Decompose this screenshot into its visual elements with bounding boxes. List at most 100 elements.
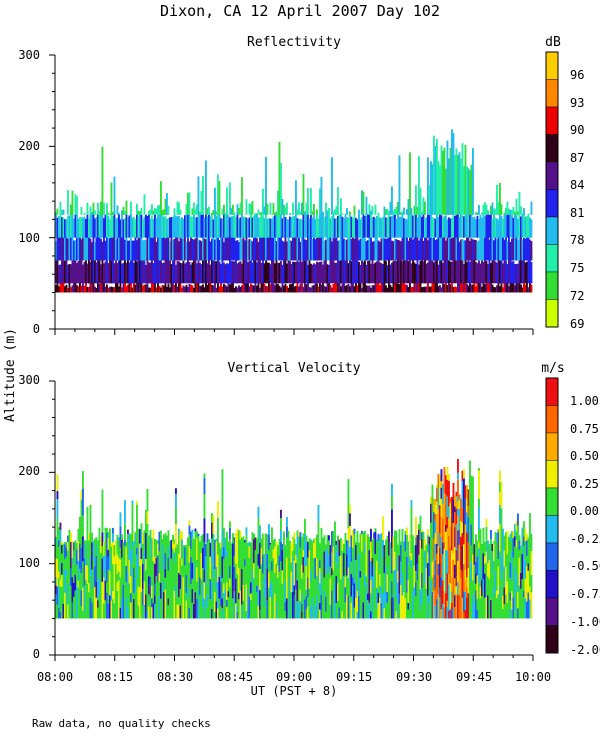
reflectivity-cell (87, 203, 89, 215)
reflectivity-cell (420, 188, 422, 215)
velocity-cell (82, 515, 84, 522)
velocity-cell (354, 529, 356, 535)
reflectivity-cell (234, 213, 236, 215)
velocity-cell (57, 491, 59, 499)
reflectivity-cell (478, 205, 480, 215)
reflectivity-cell (399, 155, 401, 215)
reflectivity-cell (81, 207, 83, 215)
velocity-cell (229, 528, 231, 539)
velocity-cell (147, 511, 149, 524)
colorbar-tick-label: 0.00 (570, 504, 599, 518)
velocity-cell (334, 522, 336, 534)
colorbar-tick-label: -0.25 (570, 532, 600, 546)
colorbar-swatch (546, 461, 558, 489)
velocity-cell (120, 512, 122, 526)
reflectivity-cell (391, 186, 393, 214)
velocity-cell (345, 533, 347, 535)
x-tick-label: 09:15 (336, 670, 372, 684)
velocity-cell (217, 527, 219, 534)
velocity-cell (486, 527, 488, 537)
velocity-cell (457, 479, 459, 496)
velocity-cell (478, 468, 480, 470)
velocity-cell (499, 470, 501, 482)
velocity-cell (349, 513, 351, 526)
colorbar-swatch (546, 626, 558, 654)
velocity-cell (531, 592, 533, 618)
colorbar-swatch (546, 245, 558, 273)
velocity-y-tick-labels: 0 100 200 300 (18, 373, 40, 661)
velocity-cell (448, 474, 450, 475)
velocity-cell (217, 501, 219, 518)
colorbar-tick-label: -0.50 (570, 559, 600, 573)
colorbar-swatch (546, 300, 558, 328)
reflectivity-cell (223, 205, 225, 215)
velocity-cell (102, 490, 104, 494)
y-tick-label: 300 (18, 373, 40, 387)
reflectivity-title: Reflectivity (247, 35, 341, 50)
colorbar-tick-label: 72 (570, 289, 584, 303)
velocity-cell (391, 496, 393, 510)
reflectivity-colorbar (546, 52, 558, 327)
reflectivity-cell (130, 202, 132, 215)
velocity-cell (246, 535, 248, 544)
velocity-cell (531, 534, 533, 543)
reflectivity-cell (403, 208, 405, 215)
velocity-cell (294, 533, 296, 540)
velocity-cell (280, 510, 282, 518)
velocity-cell (529, 513, 531, 522)
colorbar-tick-label: 87 (570, 151, 584, 165)
velocity-cell (427, 529, 429, 535)
velocity-cell (349, 505, 351, 514)
reflectivity-cell (67, 190, 69, 215)
velocity-cell (318, 522, 320, 538)
velocity-cell (82, 471, 84, 488)
velocity-cell (283, 532, 285, 534)
reflectivity-cell (531, 285, 533, 293)
reflectivity-cell (349, 212, 351, 215)
reflectivity-cell (531, 219, 533, 237)
velocity-cell (87, 508, 89, 535)
velocity-cell (375, 528, 377, 532)
velocity-cell (198, 534, 200, 537)
reflectivity-cell (126, 201, 128, 215)
colorbar-swatch (546, 52, 558, 80)
colorbar-swatch (546, 217, 558, 245)
velocity-cell (271, 527, 273, 539)
y-axis-label: Altitude (m) (3, 328, 18, 422)
reflectivity-cell (346, 208, 348, 215)
reflectivity-cell (342, 214, 344, 215)
velocity-cell (283, 533, 285, 546)
reflectivity-cell (103, 203, 105, 215)
velocity-cell (232, 533, 234, 534)
reflectivity-cell (363, 192, 365, 215)
reflectivity-heatmap (55, 129, 532, 292)
velocity-cell (82, 488, 84, 515)
velocity-cell (310, 539, 312, 541)
x-tick-label: 09:45 (456, 670, 492, 684)
colorbar-tick-label: -2.00 (570, 643, 600, 657)
reflectivity-cell (313, 204, 315, 215)
reflectivity-cell (358, 210, 360, 215)
y-tick-label: 300 (18, 48, 40, 62)
colorbar-tick-label: -0.75 (570, 587, 600, 601)
velocity-cell (531, 551, 533, 575)
velocity-cell (406, 528, 408, 535)
velocity-cell (448, 475, 450, 481)
velocity-cell (367, 534, 369, 535)
colorbar-swatch (546, 378, 558, 406)
reflectivity-cell (331, 157, 333, 215)
velocity-cell (318, 505, 320, 522)
reflectivity-cell (141, 208, 143, 215)
reflectivity-cell (267, 204, 269, 215)
reflectivity-colorbar-unit: dB (545, 35, 561, 50)
reflectivity-cell (409, 152, 411, 214)
colorbar-tick-label: 90 (570, 123, 584, 137)
velocity-cell (124, 532, 126, 540)
velocity-cell (483, 528, 485, 544)
reflectivity-cell (205, 161, 207, 215)
reflectivity-cell (174, 208, 176, 215)
velocity-cell (490, 530, 492, 539)
colorbar-swatch (546, 598, 558, 626)
velocity-cell (486, 519, 488, 527)
